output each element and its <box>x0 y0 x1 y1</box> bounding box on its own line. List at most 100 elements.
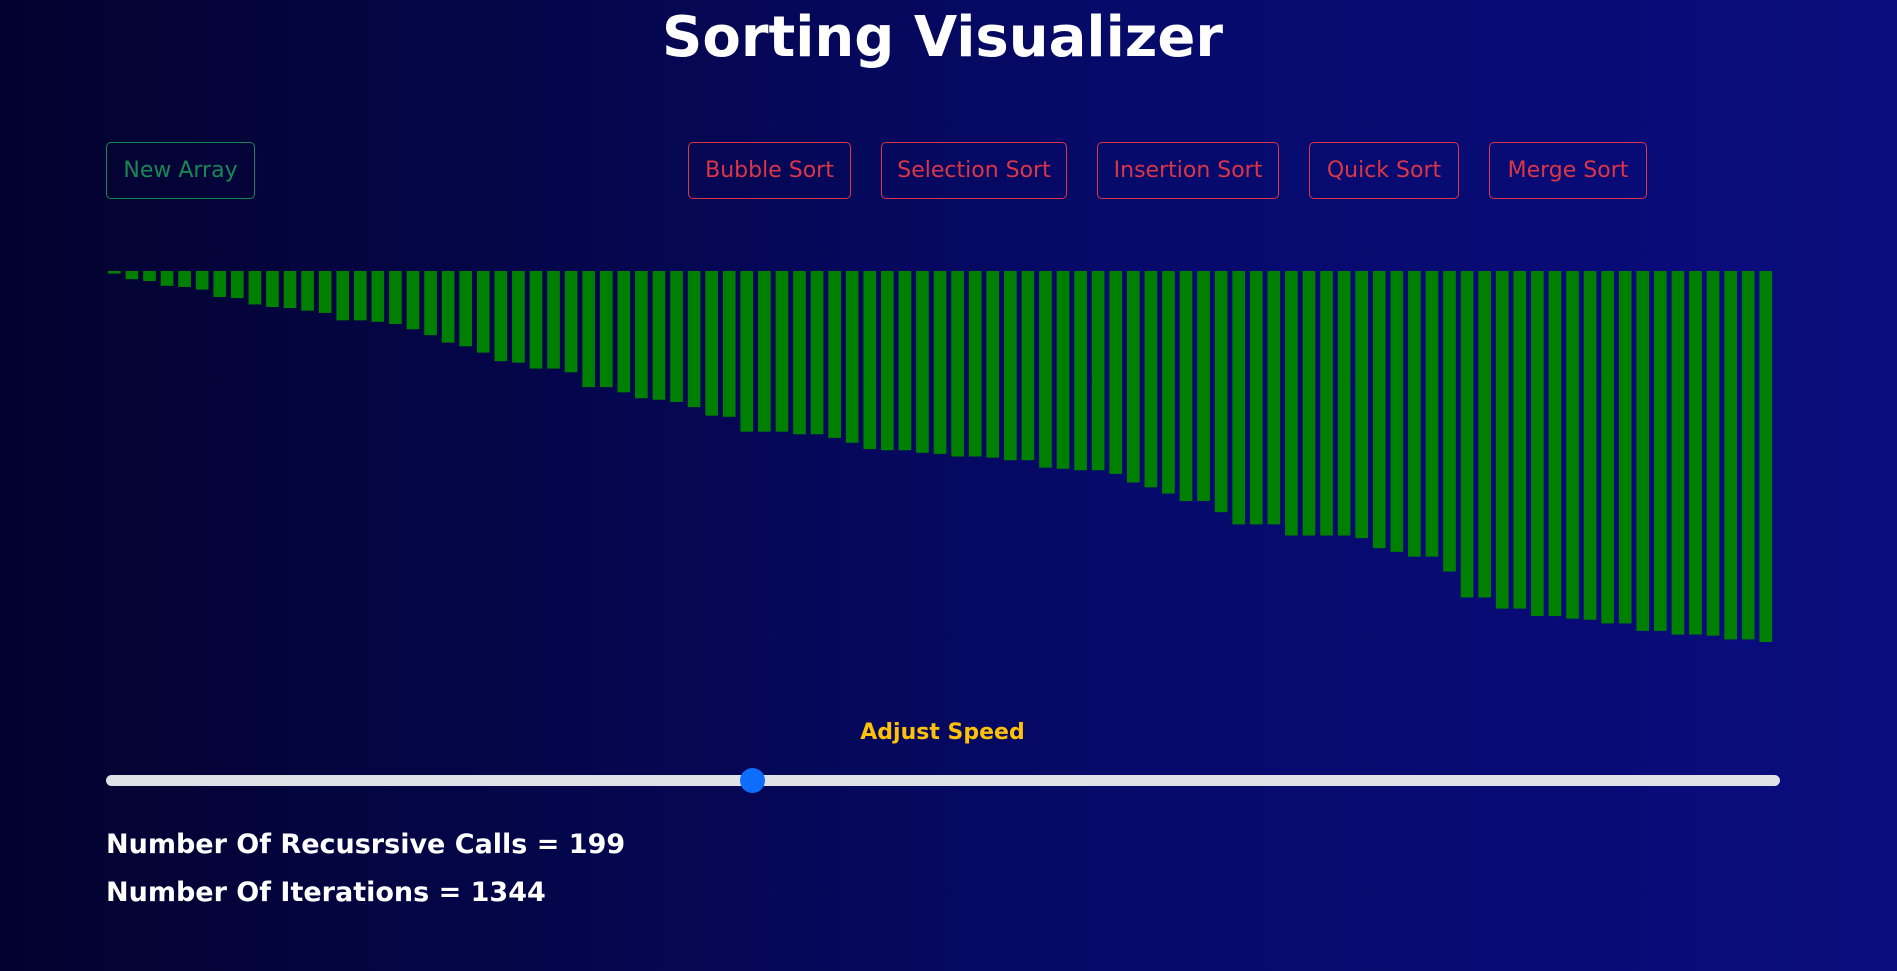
array-bar <box>1179 271 1193 502</box>
array-bar <box>213 271 227 297</box>
bubble-sort-button[interactable]: Bubble Sort <box>688 142 851 199</box>
speed-slider-track[interactable] <box>106 775 1780 786</box>
array-bar <box>670 271 683 402</box>
array-bar <box>1267 271 1281 525</box>
array-bar <box>301 271 314 311</box>
array-bar <box>1741 271 1755 640</box>
array-bar <box>916 271 929 453</box>
array-bar <box>1144 271 1158 488</box>
array-bar <box>248 271 262 305</box>
array-bar <box>898 271 912 451</box>
array-bar <box>845 271 859 443</box>
array-bar <box>617 271 631 393</box>
array-bar <box>1425 271 1439 557</box>
iterations-label: Number Of Iterations = <box>106 877 471 908</box>
array-bar <box>1285 271 1298 536</box>
selection-sort-button[interactable]: Selection Sort <box>881 142 1067 199</box>
array-bar <box>1302 271 1316 536</box>
array-bar <box>599 271 613 388</box>
array-bar <box>1601 271 1614 624</box>
array-bar <box>775 271 789 432</box>
array-bar <box>740 271 754 432</box>
array-bar <box>652 271 666 400</box>
array-bar <box>986 271 1000 458</box>
iterations-value: 1344 <box>470 877 546 908</box>
recursive-calls-label: Number Of Recusrsive Calls = <box>106 829 569 860</box>
array-bar <box>828 271 841 438</box>
array-bar <box>1618 271 1632 624</box>
array-bar <box>1654 271 1667 631</box>
array-bar <box>529 271 543 369</box>
array-bar <box>283 271 297 309</box>
array-bar <box>1197 271 1210 502</box>
array-bar <box>1706 271 1720 636</box>
array-bar <box>1671 271 1685 635</box>
array-bar <box>1109 271 1123 474</box>
page-title: Sorting Visualizer <box>662 5 1223 70</box>
array-bar <box>1460 271 1474 598</box>
array-bar <box>1531 271 1544 617</box>
array-bar <box>125 271 139 280</box>
array-bar <box>353 271 367 321</box>
insertion-sort-button[interactable]: Insertion Sort <box>1097 142 1279 199</box>
array-bar <box>1583 271 1597 620</box>
array-bar <box>1021 271 1035 461</box>
array-bar <box>195 271 209 290</box>
array-bar <box>1126 271 1140 483</box>
quick-sort-button[interactable]: Quick Sort <box>1309 142 1459 199</box>
new-array-button[interactable]: New Array <box>106 142 255 199</box>
merge-sort-button[interactable]: Merge Sort <box>1489 142 1647 199</box>
recursive-calls-stat: Number Of Recusrsive Calls = 199 <box>106 829 625 860</box>
array-bar <box>406 271 420 330</box>
array-bar <box>143 271 156 282</box>
array-bar <box>160 271 174 286</box>
array-bar <box>512 271 525 363</box>
array-bar <box>1056 271 1070 469</box>
array-bar <box>336 271 350 321</box>
array-bar <box>494 271 508 362</box>
speed-slider-thumb[interactable] <box>739 768 765 793</box>
iterations-stat: Number Of Iterations = 1344 <box>106 877 546 908</box>
array-bar <box>1003 271 1017 461</box>
array-bar <box>1232 271 1246 525</box>
array-bar <box>371 271 385 322</box>
array-bar <box>318 271 332 313</box>
array-bar <box>1408 271 1421 557</box>
array-bar <box>441 271 455 343</box>
array-bar <box>1249 271 1263 525</box>
array-bar <box>705 271 718 416</box>
array-bar <box>951 271 964 457</box>
array-bar <box>1636 271 1650 631</box>
array-bar <box>459 271 473 347</box>
array-bar <box>968 271 982 457</box>
array-bar <box>1214 271 1228 513</box>
adjust-speed-label: Adjust Speed <box>860 720 1025 745</box>
array-bar <box>564 271 578 373</box>
array-bar <box>1548 271 1562 617</box>
array-bar <box>1337 271 1351 536</box>
array-bar <box>881 271 894 451</box>
array-bar <box>547 271 560 369</box>
array-bar <box>863 271 877 450</box>
array-bar <box>1372 271 1386 549</box>
array-bar <box>1566 271 1579 619</box>
array-bar <box>230 271 244 299</box>
array-bar <box>1162 271 1175 494</box>
array-bar <box>476 271 490 353</box>
array-bar <box>793 271 806 435</box>
array-bar <box>266 271 279 307</box>
array-bar <box>1443 271 1456 572</box>
array-bar <box>582 271 595 388</box>
array-bar <box>1320 271 1333 536</box>
array-bar <box>933 271 947 454</box>
array-bar <box>635 271 648 399</box>
array-bar <box>810 271 824 435</box>
array-bar <box>1689 271 1702 635</box>
array-bar <box>1390 271 1404 552</box>
array-bar <box>1091 271 1105 471</box>
array-bar <box>1759 271 1773 642</box>
array-bar <box>687 271 701 408</box>
array-bar <box>722 271 736 417</box>
array-bar <box>1039 271 1052 468</box>
array-bar <box>178 271 191 287</box>
